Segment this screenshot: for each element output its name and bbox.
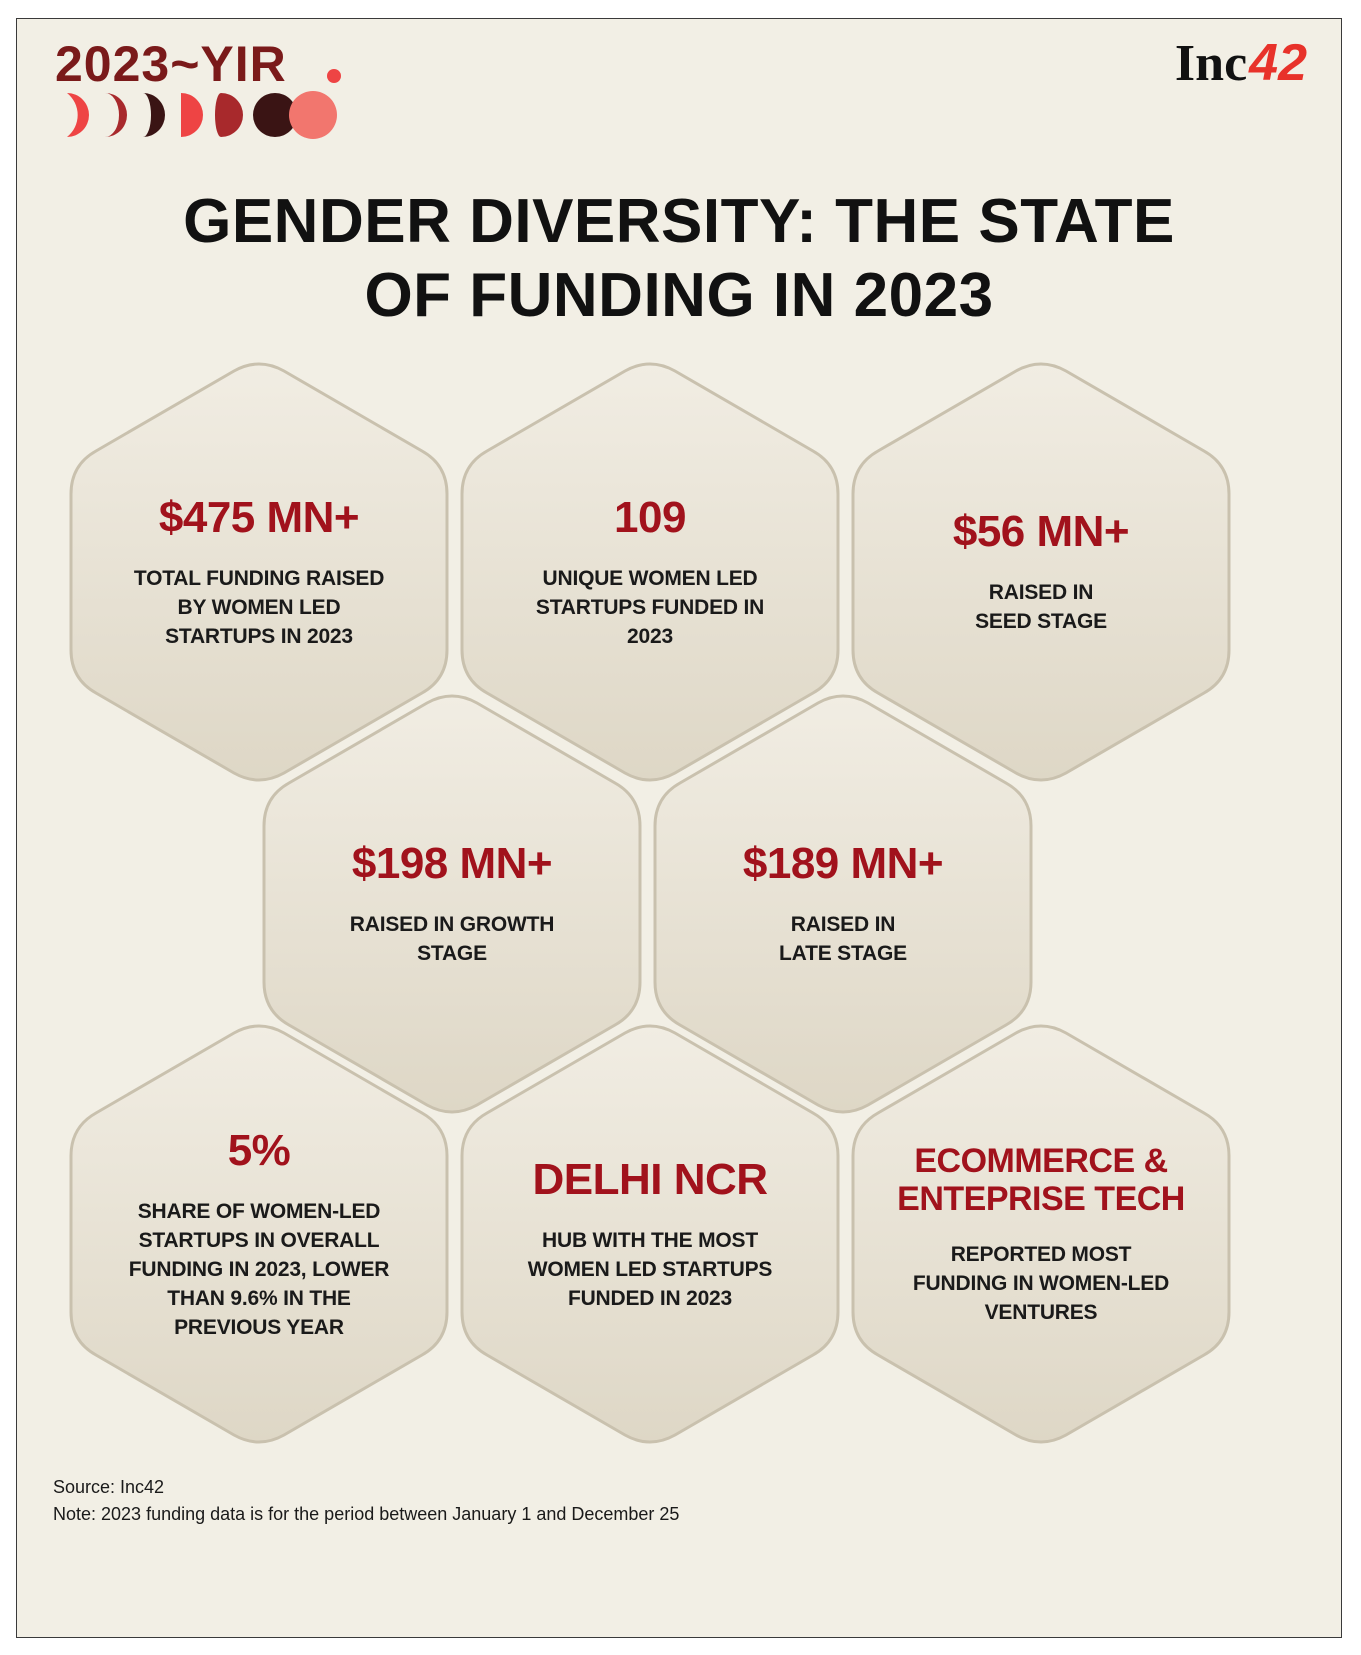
hexagon-shape	[851, 362, 1231, 782]
footer-notes: Source: Inc42 Note: 2023 funding data is…	[53, 1474, 679, 1528]
stat-value: 109	[614, 492, 686, 542]
stat-label: UNIQUE WOMEN LED STARTUPS FUNDED IN 2023	[535, 566, 765, 648]
stat-value: ECOMMERCE & ENTEPRISE TECH	[897, 1141, 1185, 1218]
moon-phase-icon	[143, 93, 165, 137]
hexagon-shape	[69, 362, 449, 782]
stat-label: RAISED IN LATE STAGE	[779, 913, 907, 965]
stat-value: $189 MN+	[742, 839, 944, 888]
stat-value: DELHI NCR	[532, 1154, 768, 1204]
stat-hex-hub: DELHI NCR HUB WITH THE MOST WOMEN LED ST…	[460, 1019, 840, 1449]
hexagon-shape	[262, 694, 642, 1114]
stat-label: RAISED IN SEED STAGE	[975, 581, 1107, 633]
note-text: Note: 2023 funding data is for the perio…	[53, 1504, 680, 1524]
stat-value: $56 MN+	[952, 507, 1130, 556]
title-line-2: OF FUNDING IN 2023	[364, 261, 994, 330]
moon-phase-icon	[289, 91, 337, 139]
page-title: GENDER DIVERSITY: THE STATE OF FUNDING I…	[17, 185, 1341, 333]
stat-value: 5%	[227, 1125, 291, 1175]
moon-phase-icon	[181, 93, 203, 137]
stat-label: TOTAL FUNDING RAISED BY WOMEN LED STARTU…	[133, 566, 385, 648]
stat-value: $198 MN+	[351, 839, 553, 888]
stat-value: $475 MN+	[158, 492, 360, 542]
stat-hex-late-stage: $189 MN+ RAISED IN LATE STAGE	[653, 689, 1033, 1119]
moon-phase-icon	[105, 93, 127, 137]
hexagon-shape	[851, 1024, 1231, 1444]
stats-grid: $475 MN+ TOTAL FUNDING RAISED BY WOMEN L…	[17, 19, 1343, 1639]
stat-label: RAISED IN GROWTH STAGE	[349, 913, 555, 965]
infographic-page: 2023~YIR Inc42 GENDER DIVERSITY: THE STA…	[16, 18, 1342, 1638]
moon-phases-decoration	[67, 91, 337, 139]
stat-hex-growth-stage: $198 MN+ RAISED IN GROWTH STAGE	[262, 689, 642, 1119]
hexagon-shape	[460, 362, 840, 782]
stat-hex-sector: ECOMMERCE & ENTEPRISE TECH REPORTED MOST…	[851, 1019, 1231, 1449]
hexagon-shape	[653, 694, 1033, 1114]
yir-badge: 2023~YIR	[55, 36, 287, 92]
hexagon-shape	[69, 1024, 449, 1444]
badge-dot	[327, 69, 341, 83]
stat-label: REPORTED MOST FUNDING IN WOMEN-LED VENTU…	[912, 1242, 1170, 1324]
stat-hex-share: 5% SHARE OF WOMEN-LED STARTUPS IN OVERAL…	[69, 1019, 449, 1449]
stat-label: HUB WITH THE MOST WOMEN LED STARTUPS FUN…	[527, 1228, 773, 1310]
hexagon-shape	[460, 1024, 840, 1444]
source-text: Source: Inc42	[53, 1477, 165, 1497]
stat-hex-unique-startups: 109 UNIQUE WOMEN LED STARTUPS FUNDED IN …	[460, 357, 840, 787]
stat-label: SHARE OF WOMEN-LED STARTUPS IN OVERALL F…	[128, 1199, 390, 1339]
moon-phase-icon	[215, 93, 243, 137]
moon-phase-icon	[67, 93, 89, 137]
stat-hex-total-funding: $475 MN+ TOTAL FUNDING RAISED BY WOMEN L…	[69, 357, 449, 787]
inc42-logo: Inc42	[1174, 34, 1307, 92]
moon-phase-icon	[253, 93, 297, 137]
stat-hex-seed-stage: $56 MN+ RAISED IN SEED STAGE	[851, 357, 1231, 787]
title-line-1: GENDER DIVERSITY: THE STATE	[183, 187, 1175, 256]
